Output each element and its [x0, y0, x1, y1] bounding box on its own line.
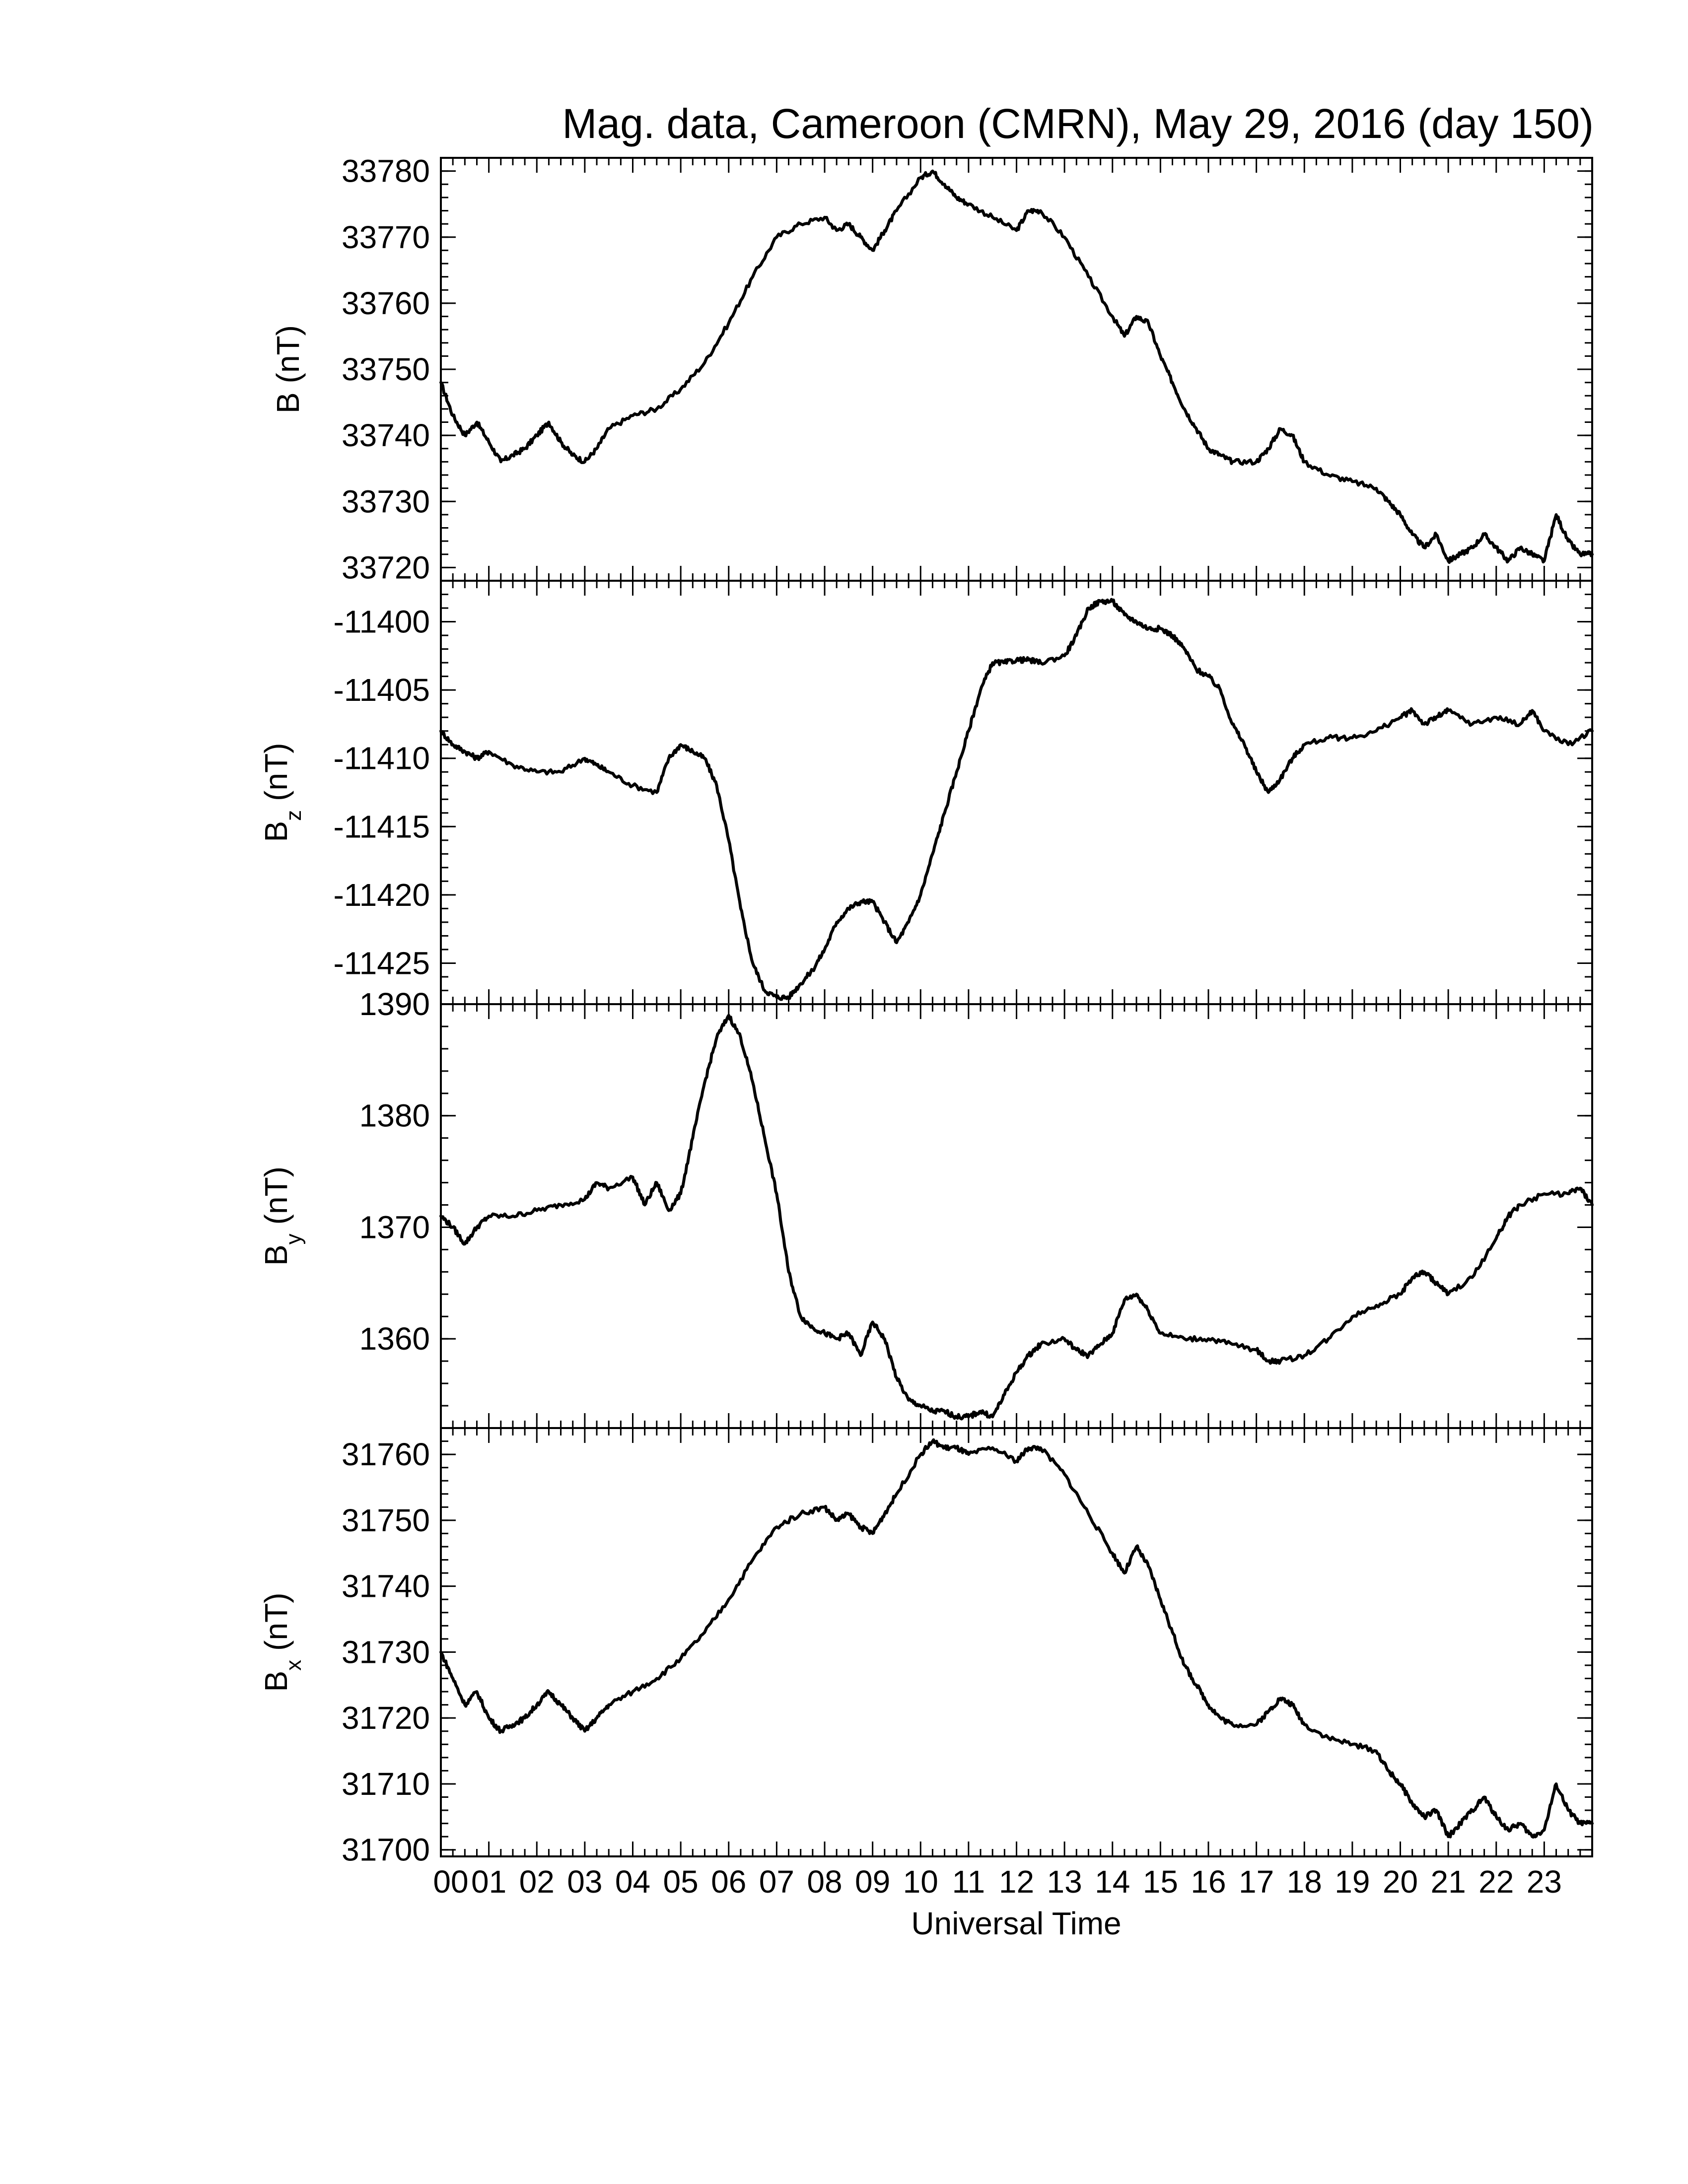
y-tick-label: -11410 — [333, 741, 430, 776]
x-tick-label: 00 — [433, 1864, 468, 1900]
x-tick-label: 09 — [855, 1864, 890, 1900]
x-tick-label: 04 — [615, 1864, 650, 1900]
x-tick-label: 02 — [519, 1864, 555, 1900]
y-label-subscript: x — [281, 1660, 306, 1671]
x-tick-label: 01 — [471, 1864, 506, 1900]
chart-title: Mag. data, Cameroon (CMRN), May 29, 2016… — [562, 100, 1594, 147]
y-label-unit: (nT) — [258, 1166, 294, 1225]
y-label-unit: (nT) — [258, 743, 294, 801]
y-axis-label: By (nT) — [258, 1166, 306, 1266]
x-tick-label: 23 — [1527, 1864, 1562, 1900]
y-tick-label: 1380 — [359, 1098, 430, 1134]
y-label-unit: (nT) — [270, 325, 306, 383]
x-tick-label: 18 — [1287, 1864, 1322, 1900]
x-tick-label: 13 — [1047, 1864, 1082, 1900]
y-axis-label: Bz (nT) — [258, 743, 306, 842]
x-tick-label: 21 — [1431, 1864, 1466, 1900]
x-tick-label: 20 — [1383, 1864, 1418, 1900]
y-axis-label: B (nT) — [270, 325, 306, 413]
series-line-Bz — [439, 598, 1594, 1001]
y-label-subscript: z — [281, 810, 306, 821]
y-tick-label: -11415 — [333, 809, 430, 844]
y-label-main: B — [258, 1671, 294, 1692]
y-label-main: B — [270, 392, 306, 413]
y-tick-label: 33740 — [342, 417, 430, 453]
y-tick-label: 33750 — [342, 351, 430, 387]
y-tick-label: 31740 — [342, 1569, 430, 1604]
x-tick-label: 15 — [1143, 1864, 1178, 1900]
x-tick-label: 19 — [1335, 1864, 1370, 1900]
series-line-By — [439, 1014, 1594, 1421]
x-tick-label: 16 — [1191, 1864, 1226, 1900]
y-tick-label: 1370 — [359, 1209, 430, 1245]
x-tick-label: 10 — [903, 1864, 938, 1900]
y-tick-label: -11400 — [333, 604, 430, 640]
y-tick-label: 1360 — [359, 1321, 430, 1357]
series-line-B — [439, 169, 1594, 564]
y-tick-label: 31730 — [342, 1634, 430, 1670]
y-tick-label: 31720 — [342, 1700, 430, 1736]
plot-frame — [440, 580, 1593, 1005]
x-tick-label: 11 — [952, 1864, 985, 1900]
y-label-main: B — [258, 1244, 294, 1266]
x-tick-label: 22 — [1478, 1864, 1514, 1900]
y-tick-label: 31750 — [342, 1502, 430, 1538]
y-label-subscript: y — [281, 1233, 306, 1244]
y-tick-label: 33780 — [342, 153, 430, 189]
x-tick-label: 17 — [1239, 1864, 1274, 1900]
x-tick-label: 07 — [759, 1864, 794, 1900]
panel-Bz: -11425 -11420 -11415 -11410 -11405 -11400 Bz (n… — [258, 580, 1594, 1005]
y-tick-label: 1390 — [359, 986, 430, 1022]
panel-Bx: 31700 31710 31720 31730 31740 31750 31760 Bx (nT… — [258, 1427, 1594, 1868]
y-tick-label: -11420 — [333, 877, 430, 913]
series-line-Bx — [439, 1438, 1594, 1839]
panel-By: 1360 1370 1380 1390 By (nT) — [258, 986, 1594, 1429]
x-tick-label: 06 — [711, 1864, 746, 1900]
x-tick-label: 05 — [663, 1864, 699, 1900]
y-tick-label: -11405 — [333, 672, 430, 708]
y-tick-label: 33730 — [342, 483, 430, 519]
panel-B: 33720 33730 33740 33750 33760 33770 33780 B (nT) — [270, 153, 1594, 585]
y-tick-label: -11425 — [333, 945, 430, 981]
x-axis-title: Universal Time — [911, 1906, 1121, 1941]
x-tick-label: 14 — [1095, 1864, 1130, 1900]
y-tick-label: 33760 — [342, 285, 430, 321]
y-tick-label: 31710 — [342, 1766, 430, 1802]
y-tick-label: 33770 — [342, 219, 430, 255]
panels-layer: 33720 33730 33740 33750 33760 33770 33780 B (nT)… — [258, 153, 1594, 1868]
plot-frame — [440, 157, 1593, 582]
x-tick-label: 12 — [999, 1864, 1034, 1900]
y-axis-label: Bx (nT) — [258, 1593, 306, 1692]
x-tick-labels: 00 01 02 03 04 05 06 07 08 09 10 11 12 13 14 15 16 17 18 19… — [433, 1864, 1562, 1900]
y-tick-label: 31760 — [342, 1436, 430, 1472]
plot-frame — [440, 1003, 1593, 1429]
x-tick-label: 03 — [567, 1864, 602, 1900]
x-tick-label: 08 — [807, 1864, 842, 1900]
y-label-unit: (nT) — [258, 1593, 294, 1651]
y-tick-label: 33720 — [342, 549, 430, 585]
plot-frame — [440, 1427, 1593, 1857]
y-label-main: B — [258, 821, 294, 842]
y-tick-label: 31700 — [342, 1832, 430, 1868]
